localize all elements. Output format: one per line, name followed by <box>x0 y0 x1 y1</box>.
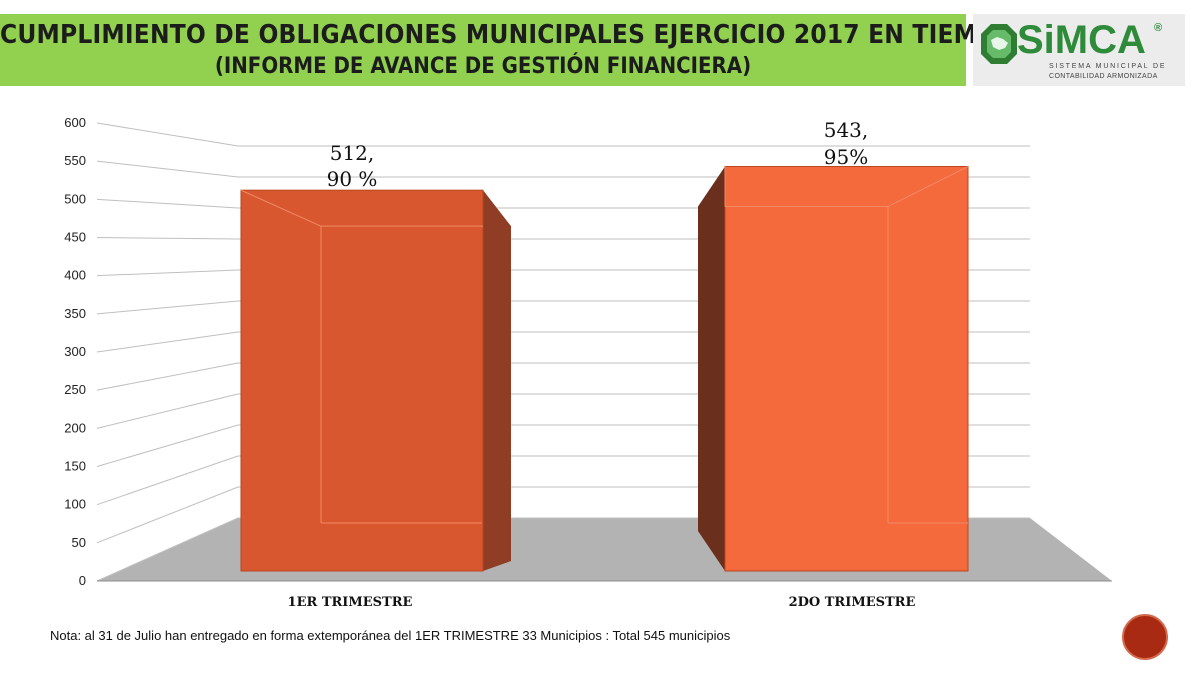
y-tick-label: 450 <box>64 230 86 245</box>
y-tick-label: 400 <box>64 268 86 283</box>
logo-tagline-line-1: SISTEMA MUNICIPAL DE <box>1049 63 1167 70</box>
octagon-map-logo-icon <box>981 24 1017 64</box>
registered-mark: ® <box>1154 22 1163 34</box>
gridline-side <box>96 486 239 544</box>
title-banner: CUMPLIMIENTO DE OBLIGACIONES MUNICIPALES… <box>0 14 1015 86</box>
gridline-side <box>96 331 239 353</box>
page-subtitle: (INFORME DE AVANCE DE GESTIÓN FINANCIERA… <box>214 54 752 79</box>
bar-edge-line <box>887 166 969 207</box>
x-category-label: 2DO TRIMESTRE <box>789 595 916 610</box>
gridline-side <box>96 393 239 429</box>
simca-logo: SiMCA ® SISTEMA MUNICIPAL DE CONTABILIDA… <box>973 14 1185 86</box>
gridline-side <box>96 300 239 315</box>
x-category-label: 1ER TRIMESTRE <box>288 595 413 610</box>
y-tick-label: 0 <box>79 573 86 588</box>
y-tick-label: 150 <box>64 459 86 474</box>
logo-tagline-line-2: CONTABILIDAD ARMONIZADA <box>1049 73 1158 80</box>
gridline-side <box>96 455 239 506</box>
y-tick-label: 50 <box>72 535 86 550</box>
y-tick-label: 550 <box>64 153 86 168</box>
gridline-side <box>96 237 239 240</box>
bar-edge-line <box>240 189 322 227</box>
logo-wordmark: SiMCA <box>1017 18 1146 62</box>
bar-side-face <box>698 166 725 571</box>
data-label-value: 512, <box>330 141 375 165</box>
gridline-side <box>96 122 239 147</box>
gridline-side <box>96 362 239 391</box>
gridline-side <box>96 269 239 277</box>
footnote: Nota: al 31 de Julio han entregado en fo… <box>50 628 731 643</box>
bar-front-face <box>240 189 484 572</box>
data-label-percent: 95% <box>824 145 868 169</box>
gridline-side <box>96 198 239 209</box>
data-label-percent: 90 % <box>327 167 378 191</box>
bar-side-face <box>483 190 511 571</box>
y-tick-label: 250 <box>64 382 86 397</box>
y-tick-label: 300 <box>64 344 86 359</box>
page-title: CUMPLIMIENTO DE OBLIGACIONES MUNICIPALES… <box>0 20 1015 50</box>
gridline-side <box>96 517 239 582</box>
y-tick-label: 100 <box>64 497 86 512</box>
gridline-side <box>96 424 239 467</box>
data-label-value: 543, <box>824 118 869 142</box>
y-tick-label: 350 <box>64 306 86 321</box>
gridline-side <box>96 160 239 178</box>
y-tick-label: 600 <box>64 115 86 130</box>
next-slide-button[interactable] <box>1122 614 1168 660</box>
y-tick-label: 200 <box>64 420 86 435</box>
y-tick-label: 500 <box>64 191 86 206</box>
bar-front-face <box>724 166 969 572</box>
